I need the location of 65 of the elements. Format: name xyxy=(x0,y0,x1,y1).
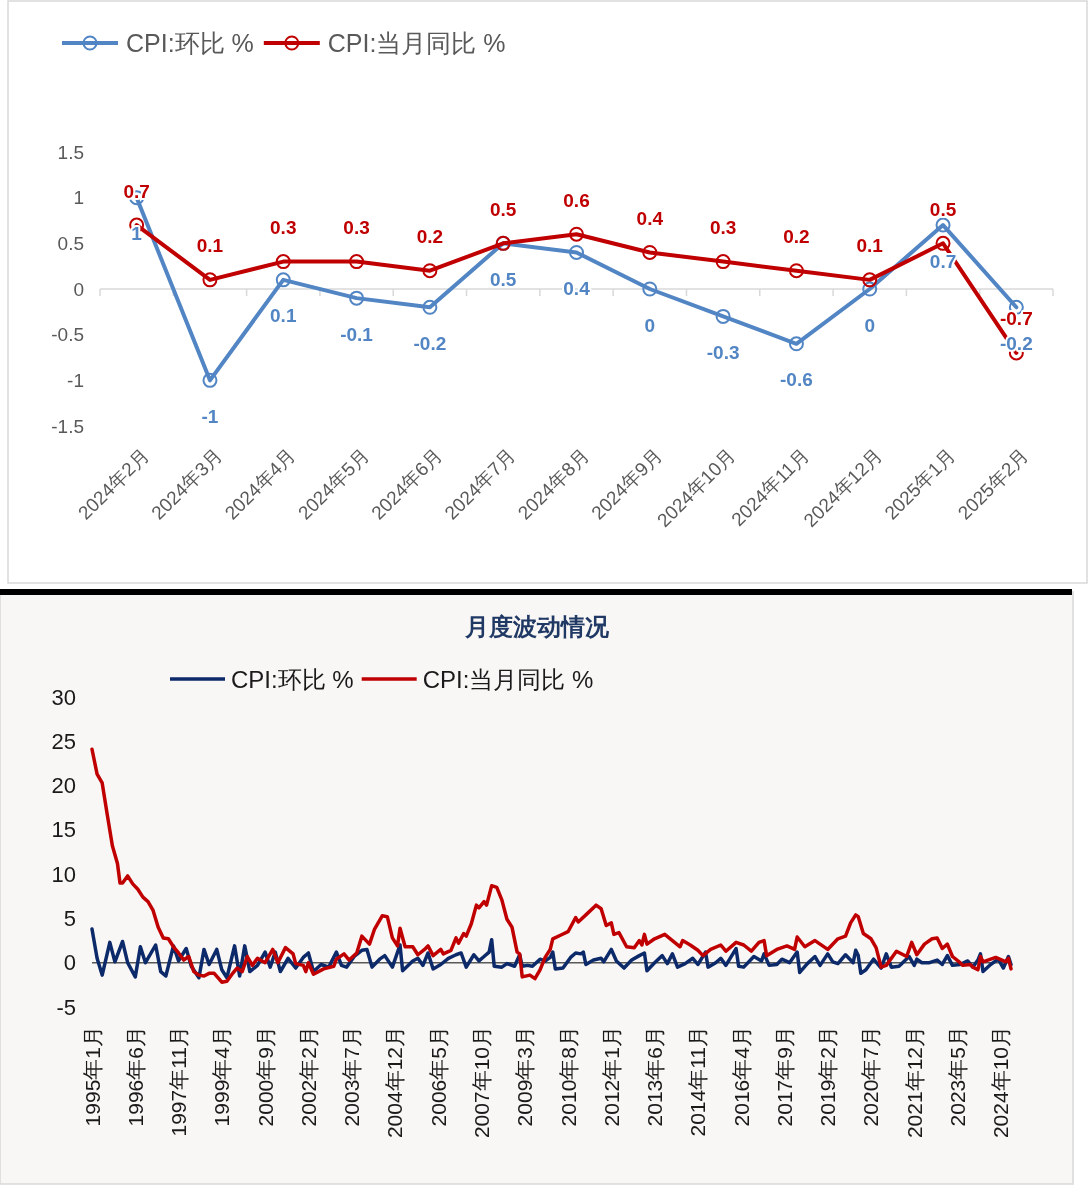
y-tick-label: 30 xyxy=(51,684,76,710)
y-tick-label: 1.5 xyxy=(57,141,84,163)
legend-label: CPI:当月同比 % xyxy=(422,665,594,693)
data-label: -0.3 xyxy=(706,341,740,363)
data-label: -0.6 xyxy=(780,369,813,391)
y-tick-label: 20 xyxy=(51,773,76,799)
x-tick-label: 2021年12月 xyxy=(902,1026,926,1139)
x-tick-label: 2010年8月 xyxy=(556,1026,580,1127)
x-tick-label: 2003年7月 xyxy=(340,1026,364,1127)
x-tick-label: 2023年5月 xyxy=(946,1026,970,1127)
x-tick-label: 2017年9月 xyxy=(772,1026,796,1127)
x-tick-label: 2024年10月 xyxy=(989,1026,1013,1139)
legend-label: CPI:当月同比 % xyxy=(327,29,506,57)
data-label: 0.5 xyxy=(929,198,957,220)
x-tick-label: 2000年9月 xyxy=(253,1026,277,1127)
data-label: 0.2 xyxy=(783,226,810,248)
data-label: 0.3 xyxy=(343,217,370,239)
data-label: -0.1 xyxy=(340,323,374,345)
x-tick-label: 2007年10月 xyxy=(469,1026,493,1139)
data-label: 0.2 xyxy=(416,226,444,248)
x-tick-label: 2012年1月 xyxy=(599,1026,623,1127)
x-tick-label: 2019年2月 xyxy=(816,1026,840,1127)
data-label: 0.4 xyxy=(636,207,664,229)
y-tick-label: 10 xyxy=(51,861,76,887)
x-tick-label: 2013年6月 xyxy=(643,1026,667,1127)
y-tick-label: -1.5 xyxy=(51,415,84,437)
data-label: 0.5 xyxy=(489,198,517,220)
data-label: 0.6 xyxy=(563,189,590,211)
y-tick-label: 1 xyxy=(73,187,84,209)
y-tick-label: -1 xyxy=(67,369,84,391)
x-tick-label: 1999年4月 xyxy=(210,1026,234,1127)
data-label: 0.1 xyxy=(270,305,297,327)
x-tick-label: 2020年7月 xyxy=(859,1026,883,1127)
x-tick-label: 2002年2月 xyxy=(296,1026,320,1127)
data-label: 0 xyxy=(644,314,656,336)
x-tick-label: 1995年1月 xyxy=(80,1026,104,1127)
y-tick-label: 0.5 xyxy=(57,232,84,254)
y-tick-label: -5 xyxy=(56,994,76,1020)
y-tick-label: 15 xyxy=(51,817,76,843)
chart-title: 月度波动情况 xyxy=(464,612,610,640)
y-tick-label: 25 xyxy=(51,728,76,754)
x-tick-label: 1997年11月 xyxy=(167,1026,191,1137)
x-tick-label: 2006年5月 xyxy=(426,1026,450,1127)
x-tick-label: 2004年12月 xyxy=(383,1026,407,1139)
data-label: 0.4 xyxy=(563,277,591,299)
data-label: 0.1 xyxy=(196,235,224,257)
y-tick-label: 0 xyxy=(73,278,84,300)
y-tick-label: -0.5 xyxy=(51,324,84,346)
legend-label: CPI:环比 % xyxy=(126,29,254,57)
data-label: 0 xyxy=(864,314,876,336)
data-label: 0.1 xyxy=(856,235,884,257)
x-tick-label: 2014年11月 xyxy=(686,1026,710,1137)
data-label: 0.7 xyxy=(123,180,150,202)
data-label: -0.2 xyxy=(413,332,447,354)
data-label: 0.5 xyxy=(489,268,517,290)
x-tick-label: 1996年6月 xyxy=(123,1026,147,1127)
x-tick-label: 2009年3月 xyxy=(513,1026,537,1127)
legend-label: CPI:环比 % xyxy=(231,665,354,693)
y-tick-label: 0 xyxy=(63,950,76,976)
data-label: 0.3 xyxy=(270,217,297,239)
y-tick-label: 5 xyxy=(63,905,76,931)
data-label: 0.3 xyxy=(709,217,737,239)
data-label: -1 xyxy=(201,405,219,427)
data-label: -0.7 xyxy=(999,308,1033,330)
x-tick-label: 2016年4月 xyxy=(729,1026,753,1127)
